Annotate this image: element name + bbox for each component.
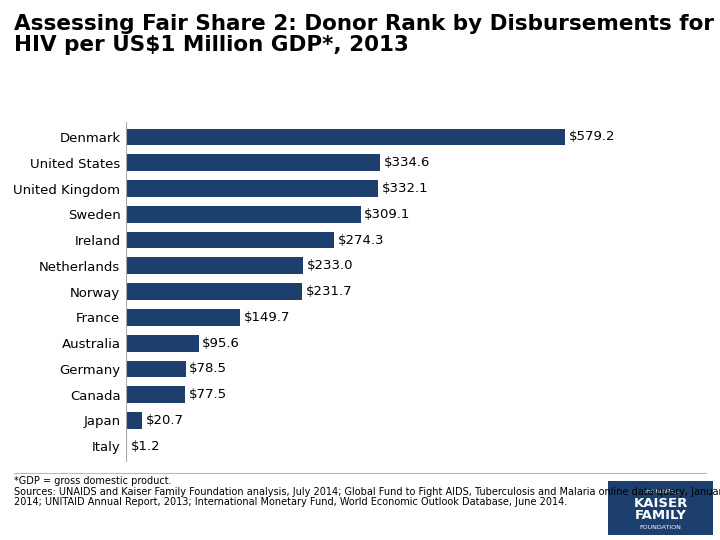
Text: Assessing Fair Share 2: Donor Rank by Disbursements for: Assessing Fair Share 2: Donor Rank by Di… (14, 14, 714, 33)
Bar (126, 180, 378, 197)
Text: $274.3: $274.3 (338, 234, 384, 247)
Text: $579.2: $579.2 (570, 131, 616, 144)
Text: FOUNDATION: FOUNDATION (639, 524, 682, 530)
Text: $1.2: $1.2 (131, 440, 161, 453)
Bar (126, 412, 142, 429)
Text: Sources: UNAIDS and Kaiser Family Foundation analysis, July 2014; Global Fund to: Sources: UNAIDS and Kaiser Family Founda… (14, 487, 720, 497)
Text: *GDP = gross domestic product.: *GDP = gross domestic product. (14, 476, 172, 487)
Text: $149.7: $149.7 (243, 311, 289, 324)
Text: $78.5: $78.5 (189, 362, 228, 375)
Bar (126, 283, 302, 300)
Text: THE HENRY J.: THE HENRY J. (643, 489, 678, 494)
Bar (126, 206, 361, 222)
Bar (126, 309, 240, 326)
Text: $231.7: $231.7 (305, 285, 352, 298)
Text: KAISER: KAISER (634, 497, 688, 510)
Text: $233.0: $233.0 (307, 259, 353, 272)
Text: $95.6: $95.6 (202, 336, 240, 349)
Text: 2014; UNITAID Annual Report, 2013; International Monetary Fund, World Economic O: 2014; UNITAID Annual Report, 2013; Inter… (14, 497, 567, 507)
Text: FAMILY: FAMILY (634, 509, 687, 522)
Bar (126, 258, 303, 274)
Text: $20.7: $20.7 (145, 414, 184, 427)
Bar (126, 154, 380, 171)
Bar (126, 386, 185, 403)
Bar (126, 335, 199, 352)
Text: $334.6: $334.6 (384, 156, 430, 169)
Text: $77.5: $77.5 (189, 388, 227, 401)
Bar (126, 129, 565, 145)
Text: $309.1: $309.1 (364, 208, 410, 221)
Bar (126, 438, 127, 455)
Bar (126, 361, 186, 377)
Text: $332.1: $332.1 (382, 182, 428, 195)
Bar (126, 232, 334, 248)
Text: HIV per US$1 Million GDP*, 2013: HIV per US$1 Million GDP*, 2013 (14, 35, 409, 55)
